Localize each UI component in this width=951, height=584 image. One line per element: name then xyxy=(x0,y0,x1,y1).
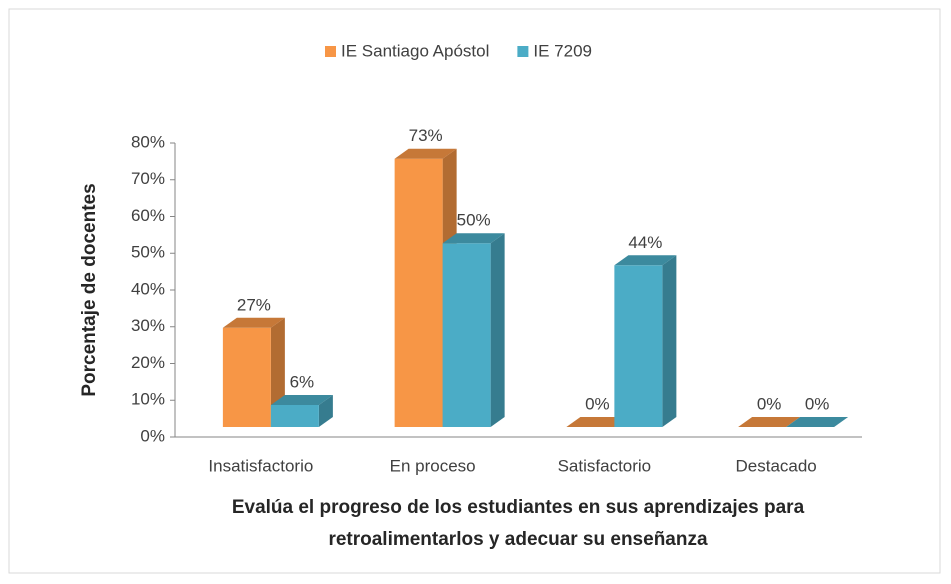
legend-label: IE Santiago Apóstol xyxy=(341,41,489,60)
bar-top xyxy=(614,255,677,266)
bar-side xyxy=(318,394,333,427)
bar-top xyxy=(566,417,629,427)
bar-top xyxy=(786,417,849,427)
legend-swatch xyxy=(517,46,529,57)
value-label: 44% xyxy=(628,233,662,252)
x-axis-title: Evalúa el progreso de los estudiantes en… xyxy=(232,497,805,518)
value-label: 6% xyxy=(290,372,315,391)
y-tick-label: 40% xyxy=(131,279,165,298)
x-tick-label: Satisfactorio xyxy=(558,456,652,475)
bar-front xyxy=(222,327,271,427)
bar-front xyxy=(614,265,663,427)
value-label: 0% xyxy=(757,394,782,413)
x-tick-label: En proceso xyxy=(390,456,476,475)
bar xyxy=(270,394,333,427)
bar xyxy=(222,317,285,427)
value-label: 0% xyxy=(585,394,610,413)
bar-side xyxy=(490,233,505,427)
y-tick-label: 70% xyxy=(131,169,165,188)
y-tick-label: 60% xyxy=(131,206,165,225)
x-axis-title: retroalimentarlos y adecuar su enseñanza xyxy=(328,529,708,550)
legend-label: IE 7209 xyxy=(533,41,592,60)
bar xyxy=(614,255,677,427)
bar xyxy=(738,417,801,427)
value-label: 0% xyxy=(805,394,830,413)
y-tick-label: 80% xyxy=(131,132,165,151)
bar-top xyxy=(394,148,457,159)
bar xyxy=(442,233,505,427)
bar-top xyxy=(442,233,505,244)
bar-front xyxy=(442,243,491,427)
y-tick-label: 20% xyxy=(131,353,165,372)
bar-top xyxy=(270,394,333,405)
value-label: 73% xyxy=(409,126,443,145)
x-tick-label: Destacado xyxy=(735,456,816,475)
bar xyxy=(786,417,849,427)
y-axis-title: Porcentaje de docentes xyxy=(79,183,100,396)
bar-top xyxy=(738,417,801,427)
x-tick-label: Insatisfactorio xyxy=(208,456,313,475)
bar xyxy=(566,417,629,427)
y-tick-label: 50% xyxy=(131,243,165,262)
bar-front xyxy=(394,158,443,427)
value-label: 50% xyxy=(457,211,491,230)
bar-top xyxy=(222,317,285,328)
bar-front xyxy=(270,404,319,427)
y-tick-label: 30% xyxy=(131,316,165,335)
y-tick-label: 10% xyxy=(131,390,165,409)
value-label: 27% xyxy=(237,295,271,314)
bar-side xyxy=(662,255,677,427)
y-tick-label: 0% xyxy=(140,426,165,445)
legend-swatch xyxy=(325,46,336,57)
